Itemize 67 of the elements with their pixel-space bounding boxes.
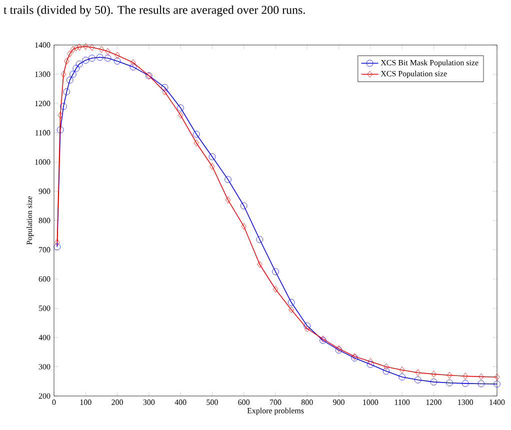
point (70, 70, 76, 78)
text: t trails (divided by 50). The results are averaged over 200 runs. (4, 6, 305, 16)
point (494, 374, 500, 380)
point (446, 372, 452, 379)
point (76, 60, 83, 68)
point (162, 88, 168, 96)
point (208, 153, 216, 160)
point (382, 368, 390, 375)
point (74, 44, 79, 52)
point (304, 322, 311, 330)
point (462, 380, 469, 387)
point (105, 48, 110, 55)
point (304, 325, 310, 332)
point (70, 46, 76, 53)
point (398, 374, 406, 380)
point (414, 376, 422, 384)
point (66, 76, 74, 84)
point (478, 380, 485, 388)
point (130, 64, 136, 70)
point (384, 363, 389, 370)
point (431, 370, 436, 378)
point (60, 103, 67, 110)
point (63, 88, 70, 96)
point (415, 369, 420, 376)
point (210, 162, 215, 170)
point (430, 378, 438, 386)
point (58, 112, 63, 119)
point (178, 112, 184, 119)
point (288, 299, 295, 306)
point (462, 372, 468, 380)
point (56, 126, 64, 134)
point (272, 286, 278, 293)
point (399, 366, 405, 374)
point (240, 202, 248, 210)
point (272, 268, 279, 276)
point (478, 373, 484, 380)
point (256, 236, 264, 243)
point (257, 260, 262, 268)
point (96, 54, 104, 61)
point (114, 52, 120, 59)
point (288, 306, 294, 314)
point (241, 222, 246, 230)
point (60, 70, 66, 78)
point (89, 44, 95, 51)
point (446, 379, 453, 386)
point (104, 54, 112, 62)
point (54, 243, 61, 250)
point (82, 56, 90, 64)
point (177, 104, 184, 112)
point (88, 54, 96, 62)
point (225, 196, 231, 204)
point (494, 380, 500, 388)
point (72, 65, 80, 72)
point (193, 130, 200, 138)
point (114, 58, 121, 64)
point (367, 361, 374, 368)
point (76, 44, 82, 50)
point (130, 59, 136, 66)
point (98, 46, 104, 53)
point (67, 50, 72, 58)
point (161, 84, 168, 91)
point (224, 176, 232, 183)
point (368, 358, 374, 365)
point (194, 140, 199, 146)
point (64, 58, 70, 64)
point (54, 239, 60, 246)
point (83, 43, 88, 50)
